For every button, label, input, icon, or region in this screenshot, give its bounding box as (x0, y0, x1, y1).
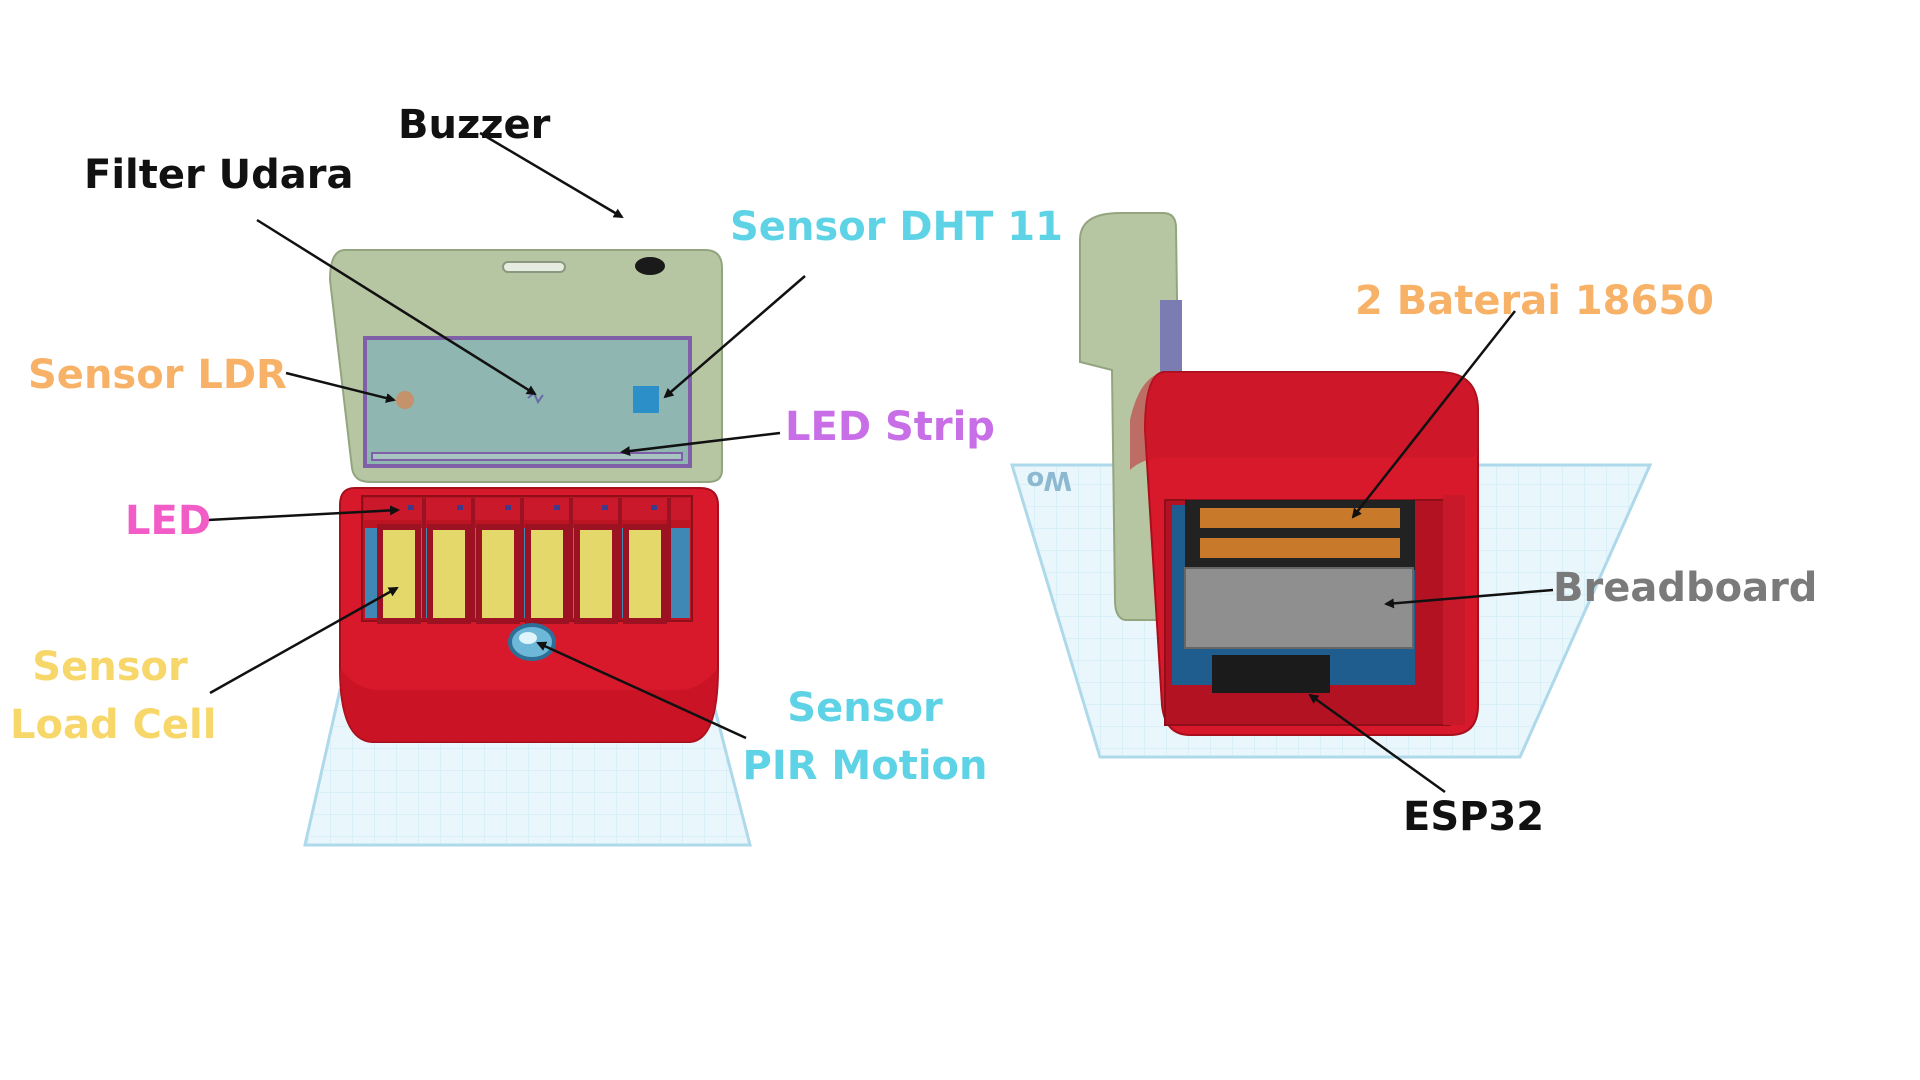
label-baterai: 2 Baterai 18650 (1355, 278, 1715, 324)
label-pir-line2: PIR Motion (742, 743, 988, 789)
battery-2 (1200, 538, 1400, 558)
lid-slot (502, 261, 566, 273)
label-sensor-pir: Sensor PIR Motion (740, 683, 990, 791)
ldr-sensor (396, 391, 414, 409)
battery-1 (1200, 508, 1400, 528)
arrow-load-cell (209, 586, 399, 695)
label-esp32: ESP32 (1403, 794, 1545, 840)
arrow-dht11 (663, 275, 806, 399)
label-led: LED (125, 498, 212, 544)
label-pir-line1: Sensor (787, 685, 943, 731)
label-load-cell-line2: Load Cell (10, 702, 217, 748)
lid (328, 249, 723, 483)
label-breadboard: Breadboard (1553, 565, 1818, 611)
arrow-led-strip (620, 431, 781, 457)
breadboard (1184, 567, 1414, 649)
left-device (303, 249, 752, 847)
buzzer-hole (635, 257, 665, 275)
arrow-filter (256, 218, 537, 396)
dht11-sensor (633, 386, 659, 413)
arrow-ldr (285, 371, 396, 403)
esp32-board (1212, 655, 1330, 693)
filter-mark (527, 391, 544, 405)
label-sensor-load-cell: Sensor Load Cell (10, 642, 217, 750)
arrow-pir (536, 641, 747, 740)
arrow-baterai (1351, 310, 1516, 519)
label-led-strip: LED Strip (785, 404, 995, 450)
label-buzzer: Buzzer (398, 102, 551, 148)
arrow-esp32 (1308, 693, 1446, 794)
label-load-cell-line1: Sensor (32, 644, 188, 690)
workplane-text: Wo (1026, 465, 1072, 495)
arrow-buzzer (479, 131, 624, 219)
load-cell-slots (377, 524, 667, 624)
callout-arrows (207, 131, 1554, 794)
arrow-breadboard (1384, 588, 1554, 609)
label-filter-udara: Filter Udara (84, 152, 354, 198)
led-dots (408, 505, 657, 510)
led-row (364, 498, 690, 520)
led-strip-lid (371, 452, 683, 461)
base-box (339, 487, 719, 743)
label-sensor-dht11: Sensor DHT 11 (730, 204, 1063, 250)
label-sensor-ldr: Sensor LDR (28, 352, 287, 398)
arrow-led (207, 505, 400, 522)
